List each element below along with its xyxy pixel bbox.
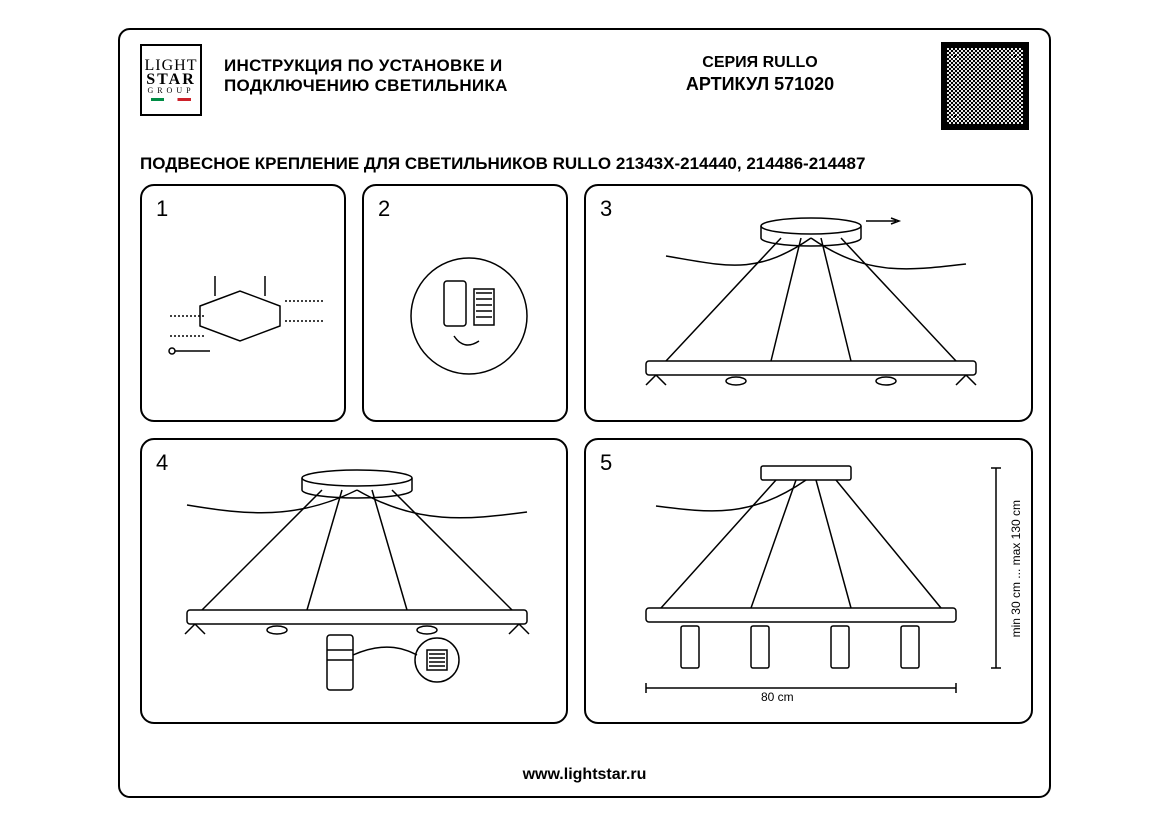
- footer-url: www.lightstar.ru: [120, 766, 1049, 784]
- steps-row-2: 4: [140, 438, 1033, 724]
- italy-flag-icon: [151, 98, 191, 101]
- product-series: СЕРИЯ RULLO АРТИКУЛ 571020: [650, 54, 870, 95]
- logo-text-star: STAR: [146, 73, 196, 87]
- step-panel-1: 1: [140, 184, 346, 422]
- step-panel-5: 5: [584, 438, 1033, 724]
- step-panel-4: 4: [140, 438, 568, 724]
- qr-code-icon: [941, 42, 1029, 130]
- header: LIGHT STAR GROUP ИНСТРУКЦИЯ ПО УСТАНОВКЕ…: [120, 30, 1049, 140]
- pendant-dimensions-illustration: [601, 458, 1021, 713]
- step-number: 1: [156, 196, 168, 222]
- title-line-1: ИНСТРУКЦИЯ ПО УСТАНОВКЕ И: [224, 56, 584, 76]
- article-label: АРТИКУЛ 571020: [650, 74, 870, 95]
- step-panel-2: 2: [362, 184, 568, 422]
- logo-text-group: GROUP: [147, 88, 194, 95]
- section-subtitle: ПОДВЕСНОЕ КРЕПЛЕНИЕ ДЛЯ СВЕТИЛЬНИКОВ RUL…: [140, 154, 865, 174]
- pendant-assembly-illustration: [606, 206, 1016, 406]
- bracket-illustration: [160, 246, 330, 376]
- step-number: 2: [378, 196, 390, 222]
- instruction-page: LIGHT STAR GROUP ИНСТРУКЦИЯ ПО УСТАНОВКЕ…: [118, 28, 1051, 798]
- document-title: ИНСТРУКЦИЯ ПО УСТАНОВКЕ И ПОДКЛЮЧЕНИЮ СВ…: [224, 56, 584, 96]
- step-panel-3: 3: [584, 184, 1033, 422]
- steps-row-1: 1 2: [140, 184, 1033, 422]
- pendant-wiring-illustration: [157, 460, 557, 710]
- width-dimension-label: 80 cm: [761, 690, 794, 704]
- connector-illustration: [394, 241, 544, 391]
- brand-logo: LIGHT STAR GROUP: [140, 44, 202, 116]
- title-line-2: ПОДКЛЮЧЕНИЮ СВЕТИЛЬНИКА: [224, 76, 584, 96]
- steps-grid: 1 2: [140, 184, 1033, 740]
- height-dimension-label: min 30 cm ... max 130 cm: [1009, 500, 1023, 637]
- series-label: СЕРИЯ RULLO: [650, 54, 870, 72]
